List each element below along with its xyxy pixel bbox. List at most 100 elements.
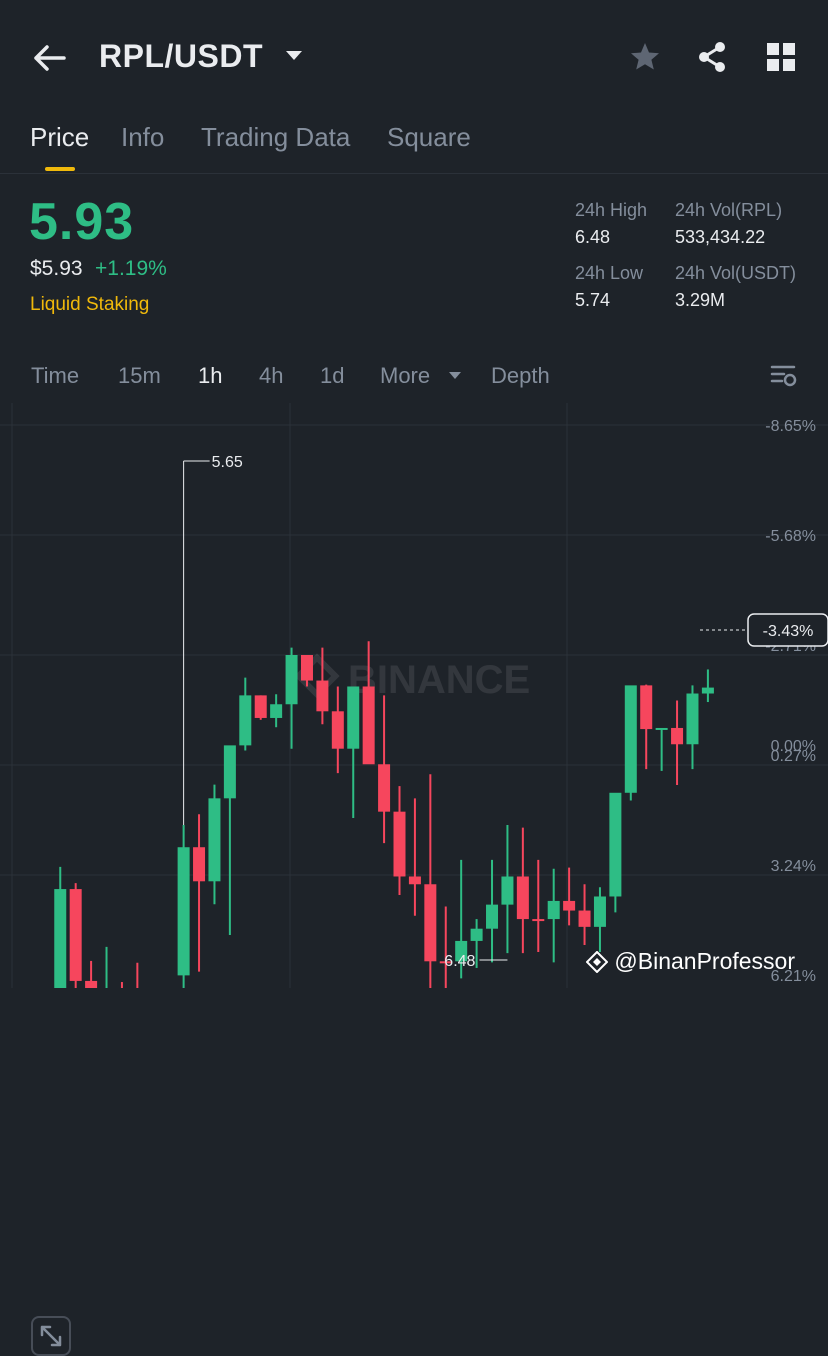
chart-settings-icon[interactable]: [770, 362, 798, 390]
y-axis-label: 3.24%: [771, 858, 816, 875]
y-axis-label: 0.00%: [771, 738, 816, 755]
candle: [223, 745, 236, 935]
annotation-label-low: 6.48: [444, 953, 475, 970]
price-annotations: -3.43% 5.65 6.48: [183, 454, 828, 970]
vol-quote-label: 24h Vol(USDT): [675, 263, 797, 283]
low-value: 5.74: [575, 290, 611, 310]
tab-square[interactable]: Square: [387, 122, 471, 152]
binance-watermark: BINANCE: [294, 653, 530, 702]
candle-body: [393, 811, 406, 877]
candle: [378, 695, 391, 844]
candle: [439, 906, 452, 988]
candle: [54, 866, 67, 988]
candle-body: [239, 695, 252, 746]
candle: [69, 883, 82, 988]
watermark-user-text: @BinanProfessor: [614, 948, 795, 974]
share-icon[interactable]: [695, 40, 729, 74]
depth-tab[interactable]: Depth: [491, 363, 550, 388]
candle-body: [563, 900, 576, 911]
expand-icon: [40, 1325, 62, 1347]
tab-trading-data[interactable]: Trading Data: [201, 122, 351, 152]
timeframe-15m[interactable]: 15m: [118, 363, 161, 388]
low-label: 24h Low: [575, 263, 644, 283]
candle: [120, 982, 123, 988]
candle: [624, 685, 637, 801]
candle: [270, 694, 283, 728]
expand-chart-button[interactable]: [31, 1316, 71, 1356]
candle-body: [270, 704, 283, 718]
current-change-label: -3.43%: [763, 623, 814, 640]
candle: [193, 814, 206, 972]
candle-body: [285, 655, 298, 705]
candle: [701, 669, 714, 703]
candle-body: [701, 687, 714, 694]
candle: [470, 919, 483, 968]
candle: [331, 686, 344, 774]
candle-body: [424, 884, 437, 962]
tab-price[interactable]: Price: [30, 122, 90, 152]
candle: [655, 727, 668, 771]
candle: [686, 685, 699, 770]
star-icon[interactable]: [628, 40, 662, 74]
candle-body: [177, 847, 190, 976]
back-arrow-icon[interactable]: [30, 38, 70, 78]
grid-icon[interactable]: [764, 40, 798, 74]
high-label: 24h High: [575, 200, 648, 220]
candle: [254, 695, 267, 720]
current-change-box: [747, 613, 828, 647]
candle: [300, 655, 313, 687]
candle-body: [254, 695, 267, 718]
annotation-label-high: 5.65: [212, 454, 243, 471]
y-axis-label: -5.68%: [765, 528, 816, 545]
candle: [516, 827, 529, 954]
candle-body: [300, 655, 313, 681]
candle-body: [593, 896, 606, 927]
candle: [547, 868, 560, 963]
candle-body: [501, 876, 514, 905]
candle-body: [486, 904, 499, 929]
candle-body: [671, 727, 684, 745]
timeframe-time[interactable]: Time: [31, 363, 80, 388]
candle-body: [85, 980, 98, 988]
candle-body: [331, 711, 344, 749]
candle: [408, 798, 421, 916]
candle-body: [316, 680, 329, 712]
y-axis-label: -8.65%: [765, 418, 816, 435]
timeframe-more[interactable]: More: [380, 363, 431, 388]
candle: [362, 641, 375, 765]
candle: [347, 686, 360, 818]
tab-info[interactable]: Info: [121, 122, 165, 152]
candle-body: [655, 727, 668, 730]
vol-base-label: 24h Vol(RPL): [675, 200, 783, 220]
candle: [393, 786, 406, 895]
candle: [609, 792, 622, 913]
candle: [671, 700, 684, 785]
candlestick-chart[interactable]: BINANCE -8.65%-5.68%-2.71%0.00%0.27%3.24…: [0, 403, 828, 1356]
top-bar: RPL/USDT: [0, 0, 828, 115]
caret-down-icon[interactable]: [286, 51, 302, 60]
more-caret-icon[interactable]: [449, 372, 461, 379]
category-tag[interactable]: Liquid Staking: [30, 294, 150, 315]
trading-pair-title[interactable]: RPL/USDT: [99, 38, 263, 74]
chart-canvas: BINANCE -8.65%-5.68%-2.71%0.00%0.27%3.24…: [0, 403, 828, 988]
timeframe-4h[interactable]: 4h: [259, 363, 284, 388]
vol-quote-value: 3.29M: [675, 290, 726, 310]
candle-body: [578, 910, 591, 927]
watermark-user: @BinanProfessor: [586, 948, 795, 975]
candle: [285, 647, 298, 749]
candle: [532, 859, 545, 953]
binance-diamond-icon: [586, 951, 608, 973]
active-tab-indicator: [45, 167, 75, 171]
candle: [578, 884, 591, 945]
candle: [455, 859, 468, 979]
candle-body: [408, 876, 421, 885]
timeframe-1d[interactable]: 1d: [320, 363, 345, 388]
candle-body: [208, 798, 221, 882]
candle-body: [686, 693, 699, 745]
candle: [563, 867, 576, 926]
candle-body: [624, 685, 637, 793]
candle-body: [362, 686, 375, 765]
timeframe-1h[interactable]: 1h: [198, 363, 223, 388]
candle-body: [532, 919, 545, 922]
candles: [54, 641, 714, 988]
